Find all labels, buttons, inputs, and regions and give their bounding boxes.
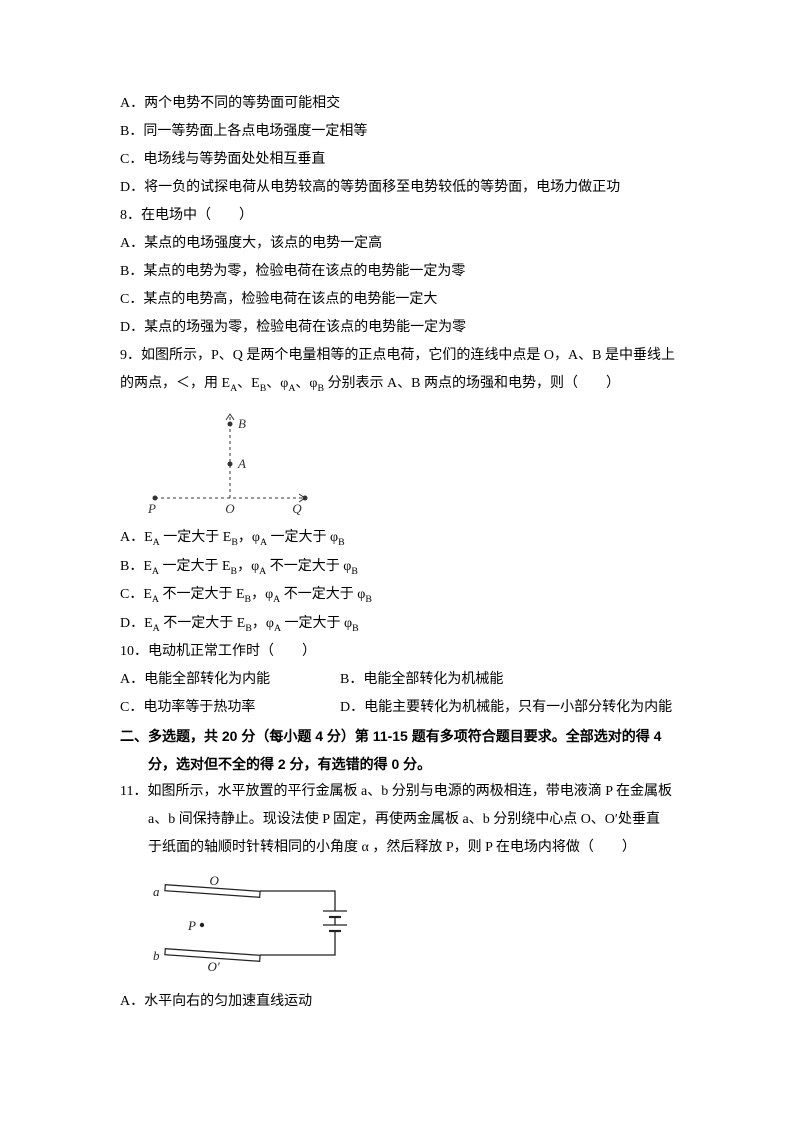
q9-option-c: C．EA 不一定大于 EB，φA 不一定大于 φB <box>120 581 680 609</box>
q10-row-cd: C．电功率等于热功率 D．电能主要转化为机械能，只有一小部分转化为内能 <box>120 694 680 722</box>
svg-text:O: O <box>225 501 235 516</box>
text: 不一定大于 φ <box>266 559 351 574</box>
svg-text:O: O <box>210 873 220 888</box>
svg-text:b: b <box>153 948 160 963</box>
text: 不一定大于 E <box>159 587 245 602</box>
subscript: A <box>260 537 267 548</box>
svg-text:O′: O′ <box>208 959 220 974</box>
section2-heading-line2: 分，选对但不全的得 2 分，有选错的得 0 分。 <box>120 750 680 778</box>
q7-option-b: B．同一等势面上各点电场强度一定相等 <box>120 118 680 146</box>
svg-text:B: B <box>238 416 246 431</box>
subscript: B <box>352 622 359 633</box>
text: D．E <box>120 616 153 631</box>
text: 的两点，＜，用 E <box>120 376 230 391</box>
q9-figure: P O Q A B <box>140 406 680 516</box>
q7-option-c: C．电场线与等势面处处相互垂直 <box>120 146 680 174</box>
q7-option-a: A．两个电势不同的等势面可能相交 <box>120 90 680 118</box>
text: ，φ <box>251 587 273 602</box>
subscript: A <box>152 594 159 605</box>
svg-text:P: P <box>187 918 196 933</box>
q11-option-a: A．水平向右的匀加速直线运动 <box>120 988 680 1016</box>
text: 、φ <box>295 376 317 391</box>
text: B．E <box>120 559 152 574</box>
subscript: B <box>365 594 372 605</box>
text: 不一定大于 E <box>160 616 246 631</box>
subscript: A <box>153 537 160 548</box>
q10-stem: 10．电动机正常工作时（ ） <box>120 638 680 666</box>
q8-option-d: D．某点的场强为零，检验电荷在该点的电势能一定为零 <box>120 314 680 342</box>
q10-option-b: B．电能全部转化为机械能 <box>340 666 503 694</box>
q9-stem-line2: 的两点，＜，用 EA、EB、φA、φB 分别表示 A、B 两点的场强和电势，则（… <box>120 370 680 398</box>
q10-option-c: C．电功率等于热功率 <box>120 694 340 722</box>
subscript: B <box>351 566 358 577</box>
text: 、φ <box>266 376 288 391</box>
svg-text:Q: Q <box>292 501 302 516</box>
q8-option-c: C．某点的电势高，检验电荷在该点的电势能一定大 <box>120 286 680 314</box>
q11-figure: a b O O′ P <box>140 870 680 980</box>
q9-option-a: A．EA 一定大于 EB，φA 一定大于 φB <box>120 524 680 552</box>
text: 一定大于 E <box>160 530 232 545</box>
q8-option-a: A．某点的电场强度大，该点的电势一定高 <box>120 230 680 258</box>
q11-stem-line2: a、b 间保持静止。现设法使 P 固定，再使两金属板 a、b 分别绕中心点 O、… <box>120 806 680 834</box>
text: 一定大于 φ <box>281 616 352 631</box>
q9-option-b: B．EA 一定大于 EB，φA 不一定大于 φB <box>120 553 680 581</box>
q8-stem: 8．在电场中（ ） <box>120 202 680 230</box>
svg-text:P: P <box>147 501 156 516</box>
text: ，φ <box>252 616 274 631</box>
q7-option-d: D．将一负的试探电荷从电势较高的等势面移至电势较低的等势面，电场力做正功 <box>120 174 680 202</box>
svg-text:a: a <box>153 884 160 899</box>
text: C．E <box>120 587 152 602</box>
text: ，φ <box>238 530 260 545</box>
subscript: A <box>152 566 159 577</box>
q11-stem-line1: 11．如图所示，水平放置的平行金属板 a、b 分别与电源的两极相连，带电液滴 P… <box>120 778 680 806</box>
q10-option-d: D．电能主要转化为机械能，只有一小部分转化为内能 <box>340 694 672 722</box>
q11-diagram: a b O O′ P <box>140 870 360 980</box>
subscript: B <box>338 537 345 548</box>
subscript: A <box>153 622 160 633</box>
q10-option-a: A．电能全部转化为内能 <box>120 666 340 694</box>
text: 一定大于 φ <box>267 530 338 545</box>
svg-text:A: A <box>237 456 246 471</box>
text: 分别表示 A、B 两点的场强和电势，则（ ） <box>324 376 620 391</box>
text: 、E <box>237 376 260 391</box>
q9-option-d: D．EA 不一定大于 EB，φA 一定大于 φB <box>120 610 680 638</box>
q9-stem-line1: 9．如图所示，P、Q 是两个电量相等的正点电荷，它们的连线中点是 O，A、B 是… <box>120 342 680 370</box>
text: A．E <box>120 530 153 545</box>
q11-stem-line3: 于纸面的轴顺时针转相同的小角度 α ，然后释放 P，则 P 在电场内将做（ ） <box>120 834 680 862</box>
q10-row-ab: A．电能全部转化为内能 B．电能全部转化为机械能 <box>120 666 680 694</box>
text: ，φ <box>237 559 259 574</box>
q8-option-b: B．某点的电势为零，检验电荷在该点的电势能一定为零 <box>120 258 680 286</box>
q9-diagram: P O Q A B <box>140 406 320 516</box>
section2-heading-line1: 二、多选题，共 20 分（每小题 4 分）第 11-15 题有多项符合题目要求。… <box>120 722 680 750</box>
document-page: A．两个电势不同的等势面可能相交 B．同一等势面上各点电场强度一定相等 C．电场… <box>0 0 800 1076</box>
text: 不一定大于 φ <box>280 587 365 602</box>
text: 一定大于 E <box>159 559 231 574</box>
subscript: A <box>274 622 281 633</box>
